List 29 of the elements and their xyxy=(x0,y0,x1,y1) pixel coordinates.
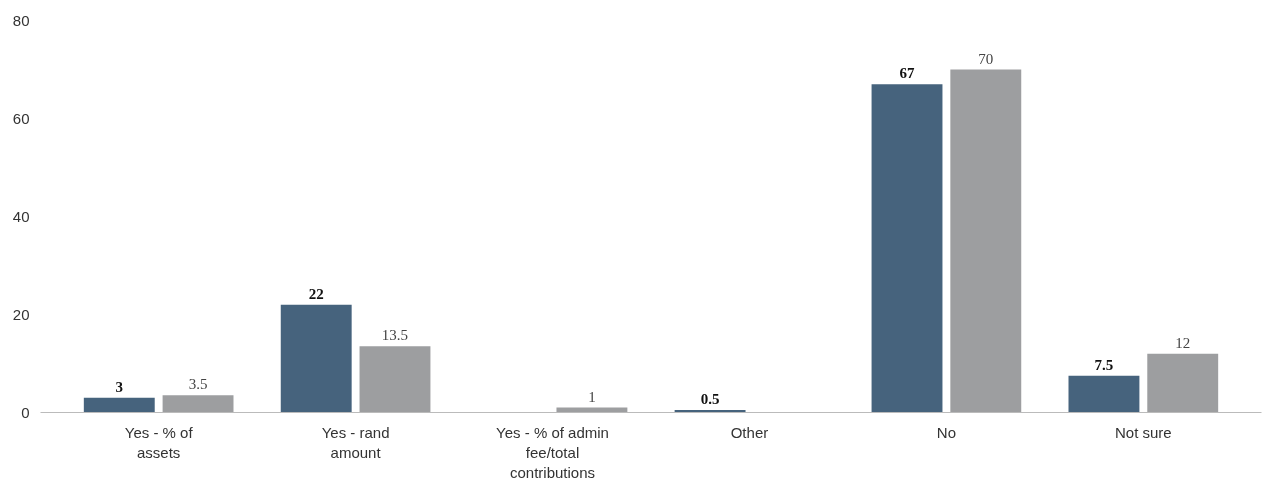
y-tick-label: 60 xyxy=(12,109,30,127)
data-label: 70 xyxy=(978,50,994,67)
bar xyxy=(280,304,352,413)
y-tick-label: 80 xyxy=(12,11,30,29)
bar xyxy=(871,84,943,413)
data-label: 13.5 xyxy=(381,327,409,344)
bar xyxy=(1068,375,1140,413)
y-tick-label: 40 xyxy=(12,207,30,225)
data-label: 7.5 xyxy=(1094,356,1114,373)
bar xyxy=(1147,353,1219,413)
x-tick-label: Other xyxy=(730,423,769,441)
x-tick-label: Yes - rand amount xyxy=(321,423,390,461)
x-tick-label: Yes - % of admin fee/total contributions xyxy=(496,423,609,482)
data-label: 12 xyxy=(1175,334,1191,351)
data-label: 22 xyxy=(308,285,324,302)
x-tick-label: Not sure xyxy=(1114,423,1172,441)
data-label: 0.5 xyxy=(700,391,720,408)
data-label: 1 xyxy=(588,388,596,405)
data-label: 3 xyxy=(115,378,124,395)
y-tick-label: 20 xyxy=(12,305,30,323)
data-label: 3.5 xyxy=(188,376,208,393)
bar xyxy=(359,346,431,413)
bar xyxy=(83,397,155,413)
bar xyxy=(950,69,1022,413)
x-tick-label: Yes - % of assets xyxy=(124,423,194,461)
x-tick-label: No xyxy=(936,423,956,441)
bar xyxy=(162,395,234,413)
y-tick-label: 0 xyxy=(21,403,30,421)
data-label: 67 xyxy=(899,65,916,82)
